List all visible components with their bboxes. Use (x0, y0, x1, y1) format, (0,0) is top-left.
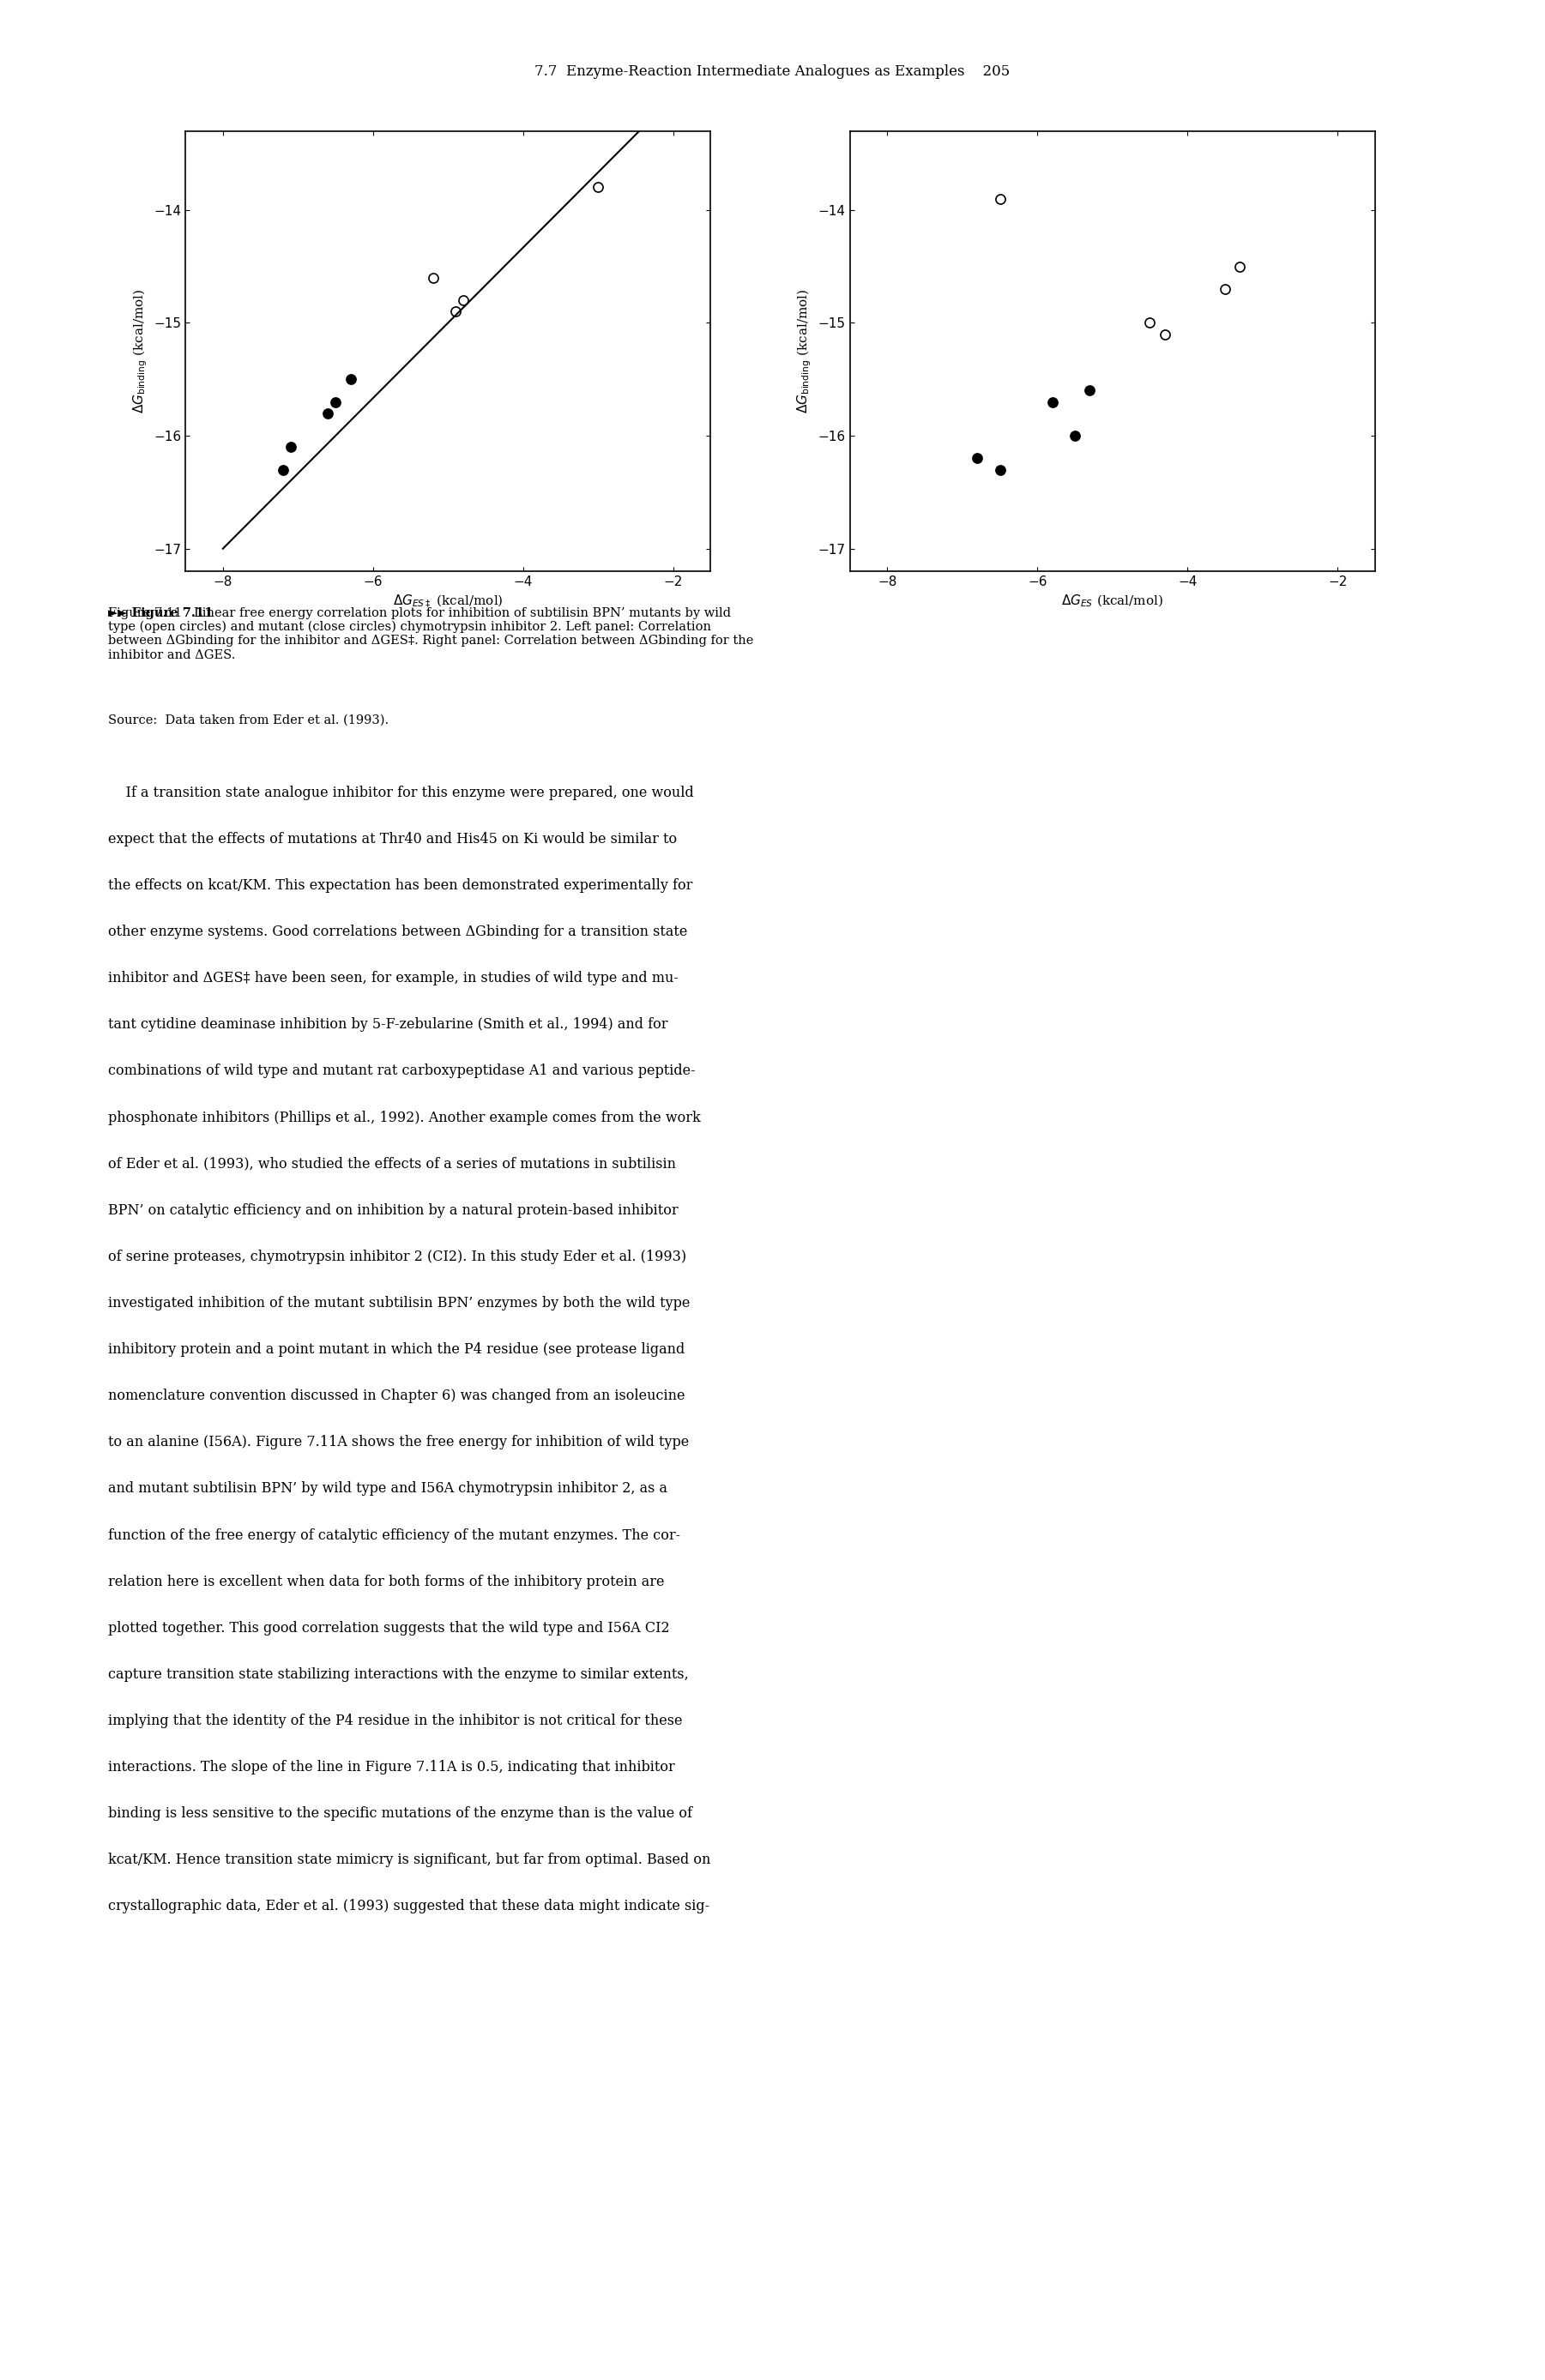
Text: to an alanine (I56A). Figure 7.11A shows the free energy for inhibition of wild : to an alanine (I56A). Figure 7.11A shows… (108, 1435, 689, 1449)
Text: tant cytidine deaminase inhibition by 5-F-zebularine (Smith et al., 1994) and fo: tant cytidine deaminase inhibition by 5-… (108, 1019, 667, 1033)
Text: crystallographic data, Eder et al. (1993) suggested that these data might indica: crystallographic data, Eder et al. (1993… (108, 1899, 709, 1914)
Text: Source:  Data taken from Eder et al. (1993).: Source: Data taken from Eder et al. (199… (108, 714, 389, 726)
Text: and mutant subtilisin BPN’ by wild type and I56A chymotrypsin inhibitor 2, as a: and mutant subtilisin BPN’ by wild type … (108, 1480, 667, 1497)
Text: ►► Figure 7.11: ►► Figure 7.11 (108, 607, 213, 619)
Text: of Eder et al. (1993), who studied the effects of a series of mutations in subti: of Eder et al. (1993), who studied the e… (108, 1157, 677, 1171)
Text: combinations of wild type and mutant rat carboxypeptidase A1 and various peptide: combinations of wild type and mutant rat… (108, 1064, 695, 1078)
Text: the effects on kcat/KM. This expectation has been demonstrated experimentally fo: the effects on kcat/KM. This expectation… (108, 878, 692, 892)
Text: relation here is excellent when data for both forms of the inhibitory protein ar: relation here is excellent when data for… (108, 1576, 664, 1590)
Text: investigated inhibition of the mutant subtilisin BPN’ enzymes by both the wild t: investigated inhibition of the mutant su… (108, 1295, 691, 1311)
X-axis label: $\Delta G_{ES}$ (kcal/mol): $\Delta G_{ES}$ (kcal/mol) (1061, 593, 1163, 609)
Text: kcat/KM. Hence transition state mimicry is significant, but far from optimal. Ba: kcat/KM. Hence transition state mimicry … (108, 1852, 711, 1868)
Text: nomenclature convention discussed in Chapter 6) was changed from an isoleucine: nomenclature convention discussed in Cha… (108, 1388, 684, 1404)
Text: binding is less sensitive to the specific mutations of the enzyme than is the va: binding is less sensitive to the specifi… (108, 1806, 692, 1821)
Text: phosphonate inhibitors (Phillips et al., 1992). Another example comes from the w: phosphonate inhibitors (Phillips et al.,… (108, 1109, 701, 1126)
Text: Figure 7.11   Linear free energy correlation plots for inhibition of subtilisin : Figure 7.11 Linear free energy correlati… (108, 607, 754, 662)
Text: If a transition state analogue inhibitor for this enzyme were prepared, one woul: If a transition state analogue inhibitor… (108, 785, 694, 800)
Text: capture transition state stabilizing interactions with the enzyme to similar ext: capture transition state stabilizing int… (108, 1666, 689, 1683)
Text: 7.7  Enzyme-Reaction Intermediate Analogues as Examples    205: 7.7 Enzyme-Reaction Intermediate Analogu… (535, 64, 1010, 79)
Text: of serine proteases, chymotrypsin inhibitor 2 (CI2). In this study Eder et al. (: of serine proteases, chymotrypsin inhibi… (108, 1250, 686, 1264)
Text: other enzyme systems. Good correlations between ΔGbinding for a transition state: other enzyme systems. Good correlations … (108, 923, 688, 940)
Text: BPN’ on catalytic efficiency and on inhibition by a natural protein-based inhibi: BPN’ on catalytic efficiency and on inhi… (108, 1202, 678, 1219)
Text: expect that the effects of mutations at Thr40 and His45 on Ki would be similar t: expect that the effects of mutations at … (108, 831, 677, 847)
Text: inhibitor and ΔGES‡ have been seen, for example, in studies of wild type and mu-: inhibitor and ΔGES‡ have been seen, for … (108, 971, 678, 985)
Text: interactions. The slope of the line in Figure 7.11A is 0.5, indicating that inhi: interactions. The slope of the line in F… (108, 1759, 675, 1775)
Y-axis label: $\Delta G_{\rm binding}$ (kcal/mol): $\Delta G_{\rm binding}$ (kcal/mol) (796, 288, 813, 414)
Text: implying that the identity of the P4 residue in the inhibitor is not critical fo: implying that the identity of the P4 res… (108, 1714, 683, 1728)
Text: inhibitory protein and a point mutant in which the P4 residue (see protease liga: inhibitory protein and a point mutant in… (108, 1342, 684, 1357)
Text: function of the free energy of catalytic efficiency of the mutant enzymes. The c: function of the free energy of catalytic… (108, 1528, 680, 1542)
X-axis label: $\Delta G_{ES\ddagger}$ (kcal/mol): $\Delta G_{ES\ddagger}$ (kcal/mol) (392, 593, 504, 609)
Text: plotted together. This good correlation suggests that the wild type and I56A CI2: plotted together. This good correlation … (108, 1621, 669, 1635)
Y-axis label: $\Delta G_{\rm binding}$ (kcal/mol): $\Delta G_{\rm binding}$ (kcal/mol) (131, 288, 148, 414)
